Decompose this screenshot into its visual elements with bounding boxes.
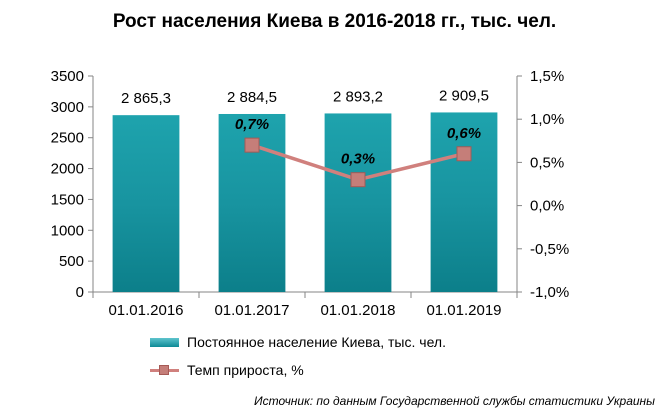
y-right-tick-label: 0,0% [530,198,564,215]
source-note: Источник: по данным Государственной служ… [254,394,655,408]
bar-value-label: 2 884,5 [227,89,277,106]
bar [324,113,392,292]
legend-item-population: Постоянное население Киева, тыс. чел. [150,334,446,350]
y-right-tick-label: -0,5% [530,241,569,258]
growth-rate-marker [350,172,366,188]
chart-title: Рост населения Киева в 2016-2018 гг., ты… [112,11,557,32]
x-tick-label: 01.01.2019 [426,302,501,319]
y-left-tick-label: 500 [59,253,84,270]
y-left-tick-label: 3000 [51,99,84,116]
legend-label-population: Постоянное население Киева, тыс. чел. [187,334,446,350]
legend-label-growth-rate: Темп прироста, % [187,362,304,378]
x-tick-label: 01.01.2016 [108,302,183,319]
y-right-tick-label: 1,5% [530,68,564,85]
x-tick-label: 01.01.2018 [320,302,395,319]
bar [112,115,180,292]
growth-rate-marker [244,137,260,153]
y-right-tick-label: 0,5% [530,154,564,171]
y-left-tick-label: 1000 [51,222,84,239]
y-left-tick-label: 0 [76,284,84,301]
x-tick-label: 01.01.2017 [214,302,289,319]
legend-item-growth-rate: Темп прироста, % [150,362,304,378]
legend-bar-swatch [150,337,179,347]
y-left-tick-label: 3500 [51,68,84,85]
growth-rate-label: 0,3% [341,151,375,168]
y-right-tick-label: 1,0% [530,111,564,128]
y-left-tick-label: 2000 [51,161,84,178]
bar [430,112,498,292]
y-right-tick-label: -1,0% [530,284,569,301]
y-left-tick-label: 1500 [51,191,84,208]
bar-value-label: 2 893,2 [333,88,383,105]
growth-rate-marker [456,146,472,162]
y-left-tick-label: 2500 [51,130,84,147]
bar-value-label: 2 865,3 [121,90,171,107]
legend-line-swatch [150,363,179,377]
bar-value-label: 2 909,5 [439,87,489,104]
growth-rate-label: 0,6% [447,125,481,142]
growth-rate-label: 0,7% [235,116,269,133]
